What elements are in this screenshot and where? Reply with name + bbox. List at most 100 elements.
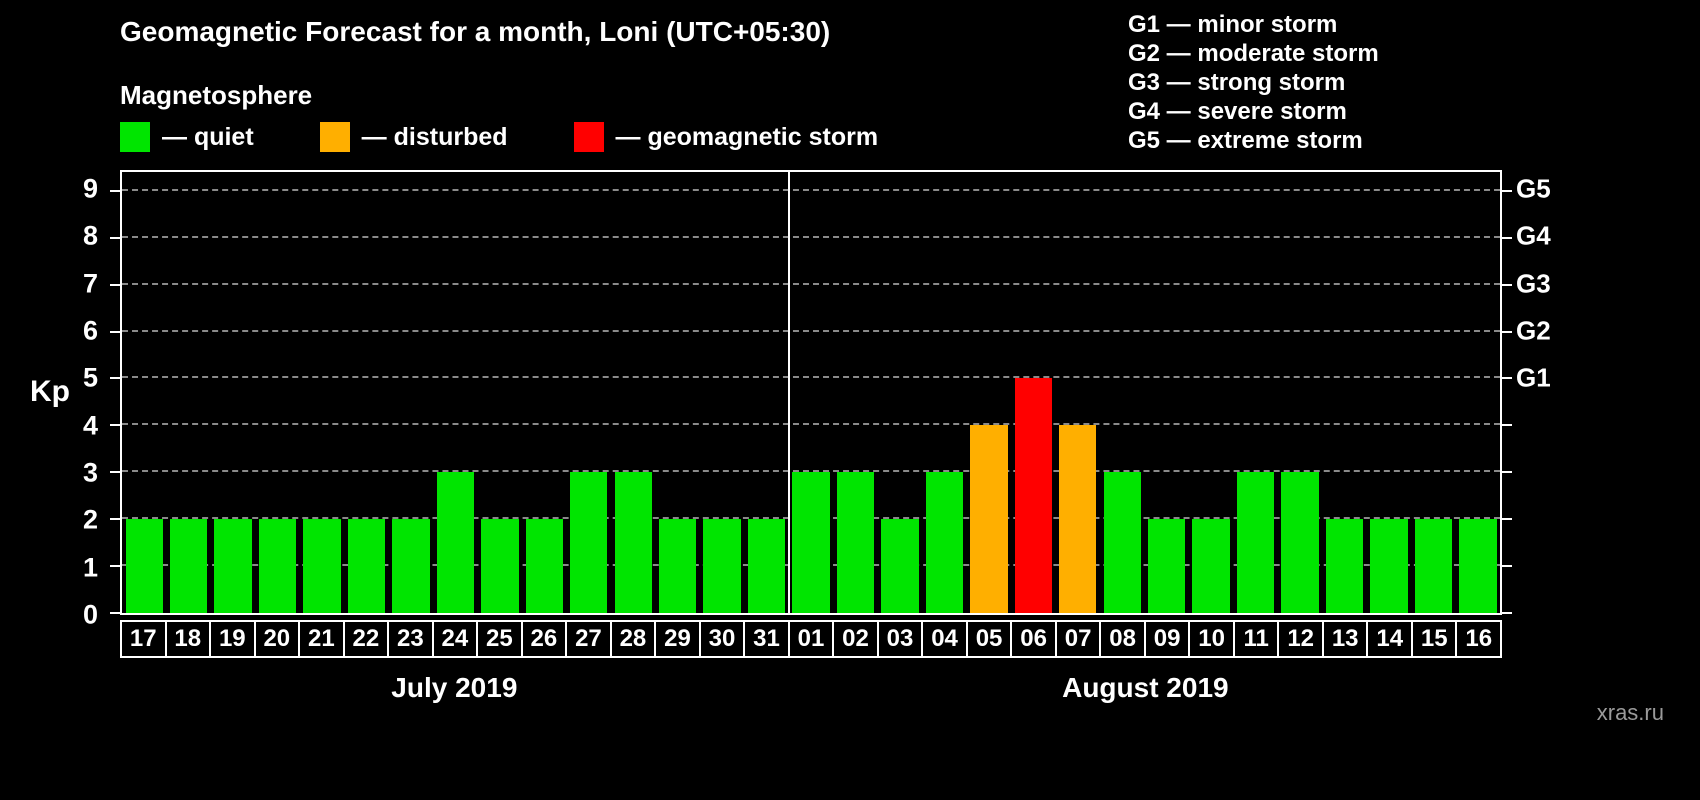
g-legend-line: G3 — strong storm: [1128, 69, 1346, 96]
g-scale-label: G3: [1516, 268, 1551, 299]
day-label: 02: [832, 620, 879, 658]
day-label: 29: [654, 620, 701, 658]
kp-bar: [214, 519, 252, 613]
legend-label: — geomagnetic storm: [615, 122, 879, 151]
day-label: 11: [1232, 620, 1280, 658]
y-axis-tick-label: 9: [82, 173, 98, 204]
kp-bar: [1325, 519, 1364, 613]
y-axis-tick-label: 4: [82, 410, 98, 441]
watermark: xras.ru: [1596, 700, 1664, 725]
gridline: [122, 329, 1500, 332]
day-label: 31: [743, 620, 790, 658]
day-label: 25: [476, 620, 523, 658]
legend-row: — quiet — disturbed — geomagnetic storm: [120, 122, 944, 152]
kp-bar: [658, 519, 697, 613]
kp-bar: [125, 519, 163, 613]
day-label: 16: [1455, 620, 1502, 658]
g-scale-label: G2: [1516, 315, 1551, 346]
kp-bar: [881, 519, 919, 613]
y-axis-tick-label: 3: [82, 457, 98, 488]
legend-item: — quiet: [120, 122, 254, 152]
axis-tick: [110, 236, 120, 239]
month-separator: [787, 172, 790, 613]
y-axis-tick-label: 6: [82, 315, 98, 346]
kp-bar: [614, 472, 652, 613]
month-labels: July 2019 August 2019: [120, 672, 1502, 712]
kp-bar: [570, 472, 608, 613]
y-axis-tick-label: 7: [82, 268, 98, 299]
day-label: 23: [387, 620, 434, 658]
kp-bar: [792, 472, 830, 613]
bar-slot: [611, 172, 655, 613]
y-axis-tick-label: 5: [82, 362, 98, 393]
gridline: [122, 188, 1500, 191]
bar-slot: [1011, 172, 1055, 613]
day-label: 08: [1099, 620, 1146, 658]
day-label: 13: [1321, 620, 1369, 658]
g-legend-line: G1 — minor storm: [1128, 11, 1338, 38]
bar-slot: [1056, 172, 1100, 613]
g-scale-label: G4: [1516, 220, 1551, 251]
kp-bar: [703, 519, 741, 613]
y-axis-tick-label: 1: [82, 552, 98, 583]
legend-label: — quiet: [162, 122, 254, 151]
g-scale-label: G5: [1516, 173, 1551, 204]
bar-slot: [700, 172, 744, 613]
bar-slot: [1100, 172, 1144, 613]
bar-slot: [1411, 172, 1455, 613]
magnetosphere-label: Magnetosphere: [120, 80, 313, 110]
axis-tick: [110, 330, 120, 333]
g-legend-line: G2 — moderate storm: [1128, 40, 1379, 67]
axis-tick: [110, 424, 120, 427]
day-label: 15: [1410, 620, 1458, 658]
axis-tick: [110, 612, 120, 614]
axis-tick: [1502, 189, 1512, 192]
day-label: 17: [120, 620, 167, 658]
y-axis-labels: 0 1 2 3 4 5 6 7 8 9: [40, 170, 112, 629]
day-label: 27: [565, 620, 612, 658]
axis-tick: [1502, 377, 1512, 380]
day-label: 26: [520, 620, 568, 658]
axis-tick: [1502, 330, 1512, 333]
bar-slot: [122, 172, 166, 613]
bar-slot: [478, 172, 522, 613]
axis-tick: [1502, 424, 1512, 427]
bar-slot: [744, 172, 788, 613]
bar-slot: [522, 172, 566, 613]
axis-tick: [110, 189, 120, 192]
gridline: [122, 235, 1500, 238]
y-axis-title: Kp: [30, 375, 70, 408]
day-label: 10: [1188, 620, 1235, 658]
day-label: 03: [876, 620, 924, 658]
day-label: 18: [164, 620, 212, 658]
g-scale-legend: G1 — minor storm G2 — moderate storm G3 — …: [1128, 10, 1379, 155]
bar-slot: [1456, 172, 1500, 613]
quiet-swatch: [120, 122, 150, 152]
bar-slot: [567, 172, 611, 613]
kp-bar: [1192, 519, 1230, 613]
g-legend-line: G5 — extreme storm: [1128, 127, 1363, 154]
kp-bar: [747, 519, 786, 613]
kp-bar: [525, 519, 563, 613]
bar-slot: [1322, 172, 1366, 613]
day-label: 28: [609, 620, 657, 658]
day-label: 06: [1010, 620, 1057, 658]
day-label: 21: [298, 620, 345, 658]
axis-tick: [1502, 236, 1512, 239]
axis-tick: [110, 565, 120, 568]
kp-bar: [1236, 472, 1275, 613]
axis-tick: [110, 283, 120, 286]
kp-bar: [258, 519, 297, 613]
plot-area: [110, 170, 1512, 615]
y-axis-tick-label: 0: [82, 599, 98, 630]
bar-slot: [1144, 172, 1188, 613]
day-label: 30: [698, 620, 746, 658]
axis-tick: [1502, 283, 1512, 286]
kp-bar: [392, 519, 430, 613]
kp-bar: [347, 519, 386, 613]
day-label: 12: [1277, 620, 1324, 658]
bar-slot: [833, 172, 877, 613]
kp-bar: [303, 519, 341, 613]
kp-bar: [1459, 519, 1497, 613]
axis-tick: [110, 377, 120, 380]
